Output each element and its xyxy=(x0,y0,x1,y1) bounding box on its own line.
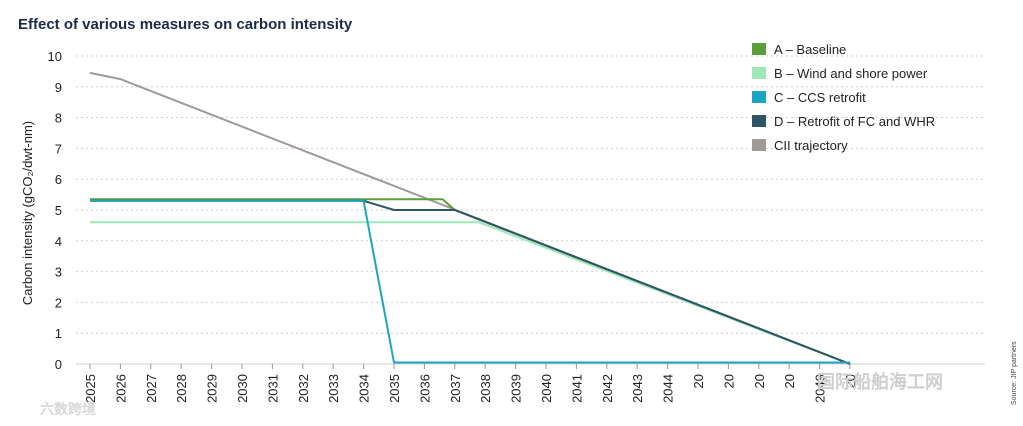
series-lines xyxy=(89,71,851,365)
x-tick-label: 2039 xyxy=(509,374,524,403)
y-tick-label: 3 xyxy=(55,265,62,280)
y-tick-label: 1 xyxy=(55,326,62,341)
x-tick-label: 2028 xyxy=(174,374,189,403)
y-tick-label: 4 xyxy=(55,234,62,249)
y-tick-label: 8 xyxy=(55,111,62,126)
legend-label: A – Baseline xyxy=(774,42,846,57)
series-line-a xyxy=(90,198,851,365)
x-tick-label: 2033 xyxy=(326,374,341,403)
chart-title: Effect of various measures on carbon int… xyxy=(18,16,353,33)
x-tick-label: 2041 xyxy=(569,374,584,403)
y-axis-label: Carbon intensity (gCO₂/dwt-nm) xyxy=(20,121,35,305)
x-tick-label: 2040 xyxy=(539,374,554,403)
y-tick-label: 5 xyxy=(55,203,62,218)
series-line-b xyxy=(90,221,851,365)
x-tick-label: 20 xyxy=(843,374,858,388)
x-tick-label: 2035 xyxy=(387,374,402,403)
y-tick-label: 2 xyxy=(55,295,62,310)
x-tick-label: 2037 xyxy=(448,374,463,403)
x-tick-label: 2038 xyxy=(478,374,493,403)
watermark-text-2: 六数跨境 xyxy=(40,401,96,417)
legend-swatch xyxy=(752,67,766,79)
x-tick-label: 20 xyxy=(721,374,736,388)
x-tick-label: 2027 xyxy=(144,374,159,403)
x-tick-label: 2042 xyxy=(600,374,615,403)
y-tick-label: 0 xyxy=(55,357,62,372)
y-tick-label: 10 xyxy=(48,49,62,64)
legend-label: B – Wind and shore power xyxy=(774,66,928,81)
x-tick-label: 2026 xyxy=(113,374,128,403)
y-tick-label: 9 xyxy=(55,80,62,95)
watermark-text: 国际船舶海工网 xyxy=(817,371,943,392)
legend-swatch xyxy=(752,43,766,55)
x-tick-label: 2036 xyxy=(417,374,432,403)
legend-swatch xyxy=(752,91,766,103)
source-note: Source: JIP partners xyxy=(1011,341,1018,405)
x-tick-labels: 2025 2026 2027 2028 2029 2030 2031 2032 2033 2034… xyxy=(83,364,858,403)
x-tick-label: 2031 xyxy=(265,374,280,403)
series-line-d xyxy=(90,199,851,365)
legend-label: D – Retrofit of FC and WHR xyxy=(774,114,935,129)
y-tick-label: 7 xyxy=(55,141,62,156)
x-tick-label: 2032 xyxy=(296,374,311,403)
y-tick-labels: 0 1 2 3 4 5 6 7 8 9 10 xyxy=(48,49,62,372)
x-tick-label: 2043 xyxy=(630,374,645,403)
x-tick-label: 2044 xyxy=(661,374,676,403)
x-tick-label: 2029 xyxy=(205,374,220,403)
x-tick-label: 20 xyxy=(782,374,797,388)
x-tick-label: 20 xyxy=(691,374,706,388)
grid xyxy=(76,55,985,365)
legend-swatch xyxy=(752,139,766,151)
y-tick-label: 6 xyxy=(55,172,62,187)
x-tick-label: 2030 xyxy=(235,374,250,403)
legend-label: CII trajectory xyxy=(774,138,848,153)
x-tick-label: 2049 xyxy=(813,374,828,403)
legend: A – Baseline B – Wind and shore power C – … xyxy=(752,42,935,153)
legend-label: C – CCS retrofit xyxy=(774,90,866,105)
legend-swatch xyxy=(752,115,766,127)
x-tick-label: 20 xyxy=(752,374,767,388)
x-tick-label: 2034 xyxy=(357,374,372,403)
x-tick-label: 2025 xyxy=(83,374,98,403)
series-line-c xyxy=(90,199,850,364)
